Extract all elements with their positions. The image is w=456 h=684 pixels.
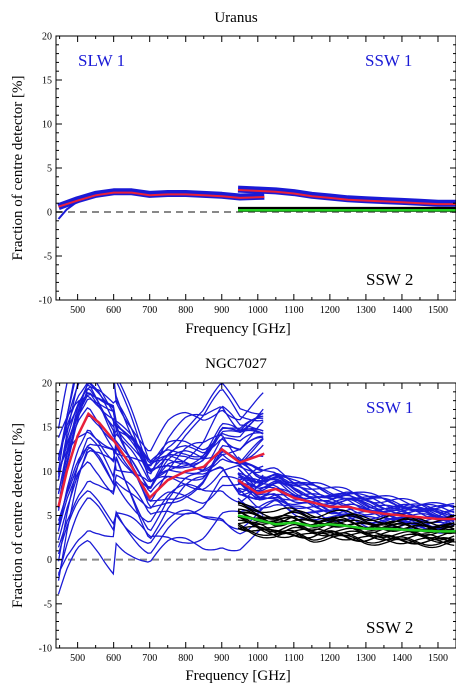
x-tick-label: 600 — [106, 653, 121, 664]
y-tick-label: 10 — [42, 120, 52, 131]
annotation-label: SSW 1 — [366, 398, 413, 417]
x-tick-label: 1200 — [320, 653, 340, 664]
x-tick-label: 900 — [214, 305, 229, 316]
x-tick-label: 500 — [70, 305, 85, 316]
y-tick-label: -10 — [39, 644, 52, 655]
y-tick-label: 20 — [42, 379, 52, 390]
ssw1-mean-line — [237, 479, 456, 521]
y-tick-label: 0 — [47, 208, 52, 219]
slw1-detector-line — [57, 497, 264, 576]
ssw2-detector-line — [237, 519, 455, 544]
chart-title: Uranus — [214, 10, 257, 26]
ssw1-detector-line — [237, 479, 455, 525]
x-tick-label: 1300 — [356, 305, 376, 316]
annotation-label: SSW 1 — [365, 51, 412, 70]
x-tick-label: 600 — [106, 305, 121, 316]
slw1-detector-line — [57, 509, 264, 574]
ssw2-detector-line — [237, 524, 455, 549]
y-tick-label: 0 — [47, 555, 52, 566]
x-tick-label: 1500 — [428, 653, 448, 664]
slw1-detector-line — [57, 393, 264, 474]
slw1-detector-line — [57, 436, 264, 562]
slw1-detector-line — [57, 431, 264, 491]
x-tick-label: 1000 — [248, 653, 268, 664]
ssw1-detector-line — [237, 472, 455, 520]
x-axis-label: Frequency [GHz] — [185, 321, 290, 337]
slw1-detector-line — [57, 383, 264, 511]
x-tick-label: 700 — [142, 653, 157, 664]
annotation-label: SSW 2 — [366, 618, 413, 637]
annotation-label: SSW 2 — [366, 270, 413, 289]
y-tick-label: -5 — [44, 252, 52, 263]
x-tick-label: 500 — [70, 653, 85, 664]
chart-panel-2: NGC7027 500 600 700 800 900 1000 1100 1200 1300 14… — [10, 356, 456, 684]
y-axis-label: Fraction of centre detector [%] — [10, 76, 26, 261]
ssw1-detector-line — [237, 473, 455, 519]
y-tick-label: -5 — [44, 599, 52, 610]
ssw1-detector-line — [237, 468, 455, 517]
x-tick-label: 1000 — [248, 305, 268, 316]
ssw1-detector-line — [237, 464, 455, 513]
x-tick-label: 900 — [214, 653, 229, 664]
ssw2-detector-line — [237, 509, 455, 531]
slw1-detector-line — [57, 383, 264, 481]
slw1-detector-line — [57, 383, 264, 475]
x-tick-label: 1100 — [284, 653, 304, 664]
slw1-detector-line — [57, 383, 264, 463]
ssw2-detector-line — [237, 504, 455, 529]
x-tick-label: 700 — [142, 305, 157, 316]
ssw1-mean-line — [237, 189, 456, 206]
slw1-mean-line — [58, 191, 265, 208]
slw1-detector-line — [57, 386, 264, 509]
slw1-detector-line — [57, 200, 79, 220]
y-tick-label: 5 — [47, 164, 52, 175]
annotation-label: SLW 1 — [78, 51, 125, 70]
x-tick-label: 800 — [178, 305, 193, 316]
y-tick-label: 15 — [42, 76, 52, 87]
y-tick-label: -10 — [39, 296, 52, 307]
slw1-detector-line — [57, 446, 264, 526]
slw1-detector-line — [57, 383, 264, 452]
x-tick-label: 800 — [178, 653, 193, 664]
chart-title: NGC7027 — [205, 356, 267, 372]
x-tick-label: 1300 — [356, 653, 376, 664]
slw1-detector-line — [57, 407, 264, 494]
y-tick-label: 10 — [42, 467, 52, 478]
slw1-detector-line — [57, 391, 264, 495]
chart-panel-1: Uranus 500 600 700 800 900 1000 1100 1200 1300 140… — [10, 10, 456, 337]
x-tick-label: 1400 — [392, 653, 412, 664]
slw1-detector-line — [57, 388, 264, 489]
y-tick-label: 15 — [42, 423, 52, 434]
ssw2-mean-line — [237, 514, 456, 533]
plot-area — [57, 185, 456, 220]
plot-frame — [55, 35, 456, 301]
slw1-mean-line — [57, 411, 265, 507]
ssw2-detector-line — [237, 501, 455, 524]
x-axis-label: Frequency [GHz] — [185, 668, 290, 684]
y-tick-label: 20 — [42, 32, 52, 43]
slw1-detector-line — [57, 461, 264, 531]
y-tick-label: 5 — [47, 511, 52, 522]
slw1-detector-line — [57, 415, 264, 508]
x-tick-label: 1400 — [392, 305, 412, 316]
plot-area — [57, 383, 456, 595]
x-tick-label: 1100 — [284, 305, 304, 316]
ssw1-detector-line — [237, 456, 455, 509]
slw1-detector-line — [57, 383, 264, 467]
slw1-detector-line — [57, 526, 264, 595]
y-axis-label: Fraction of centre detector [%] — [10, 423, 26, 608]
x-tick-label: 1500 — [428, 305, 448, 316]
slw1-detector-line — [57, 473, 264, 548]
x-tick-label: 1200 — [320, 305, 340, 316]
